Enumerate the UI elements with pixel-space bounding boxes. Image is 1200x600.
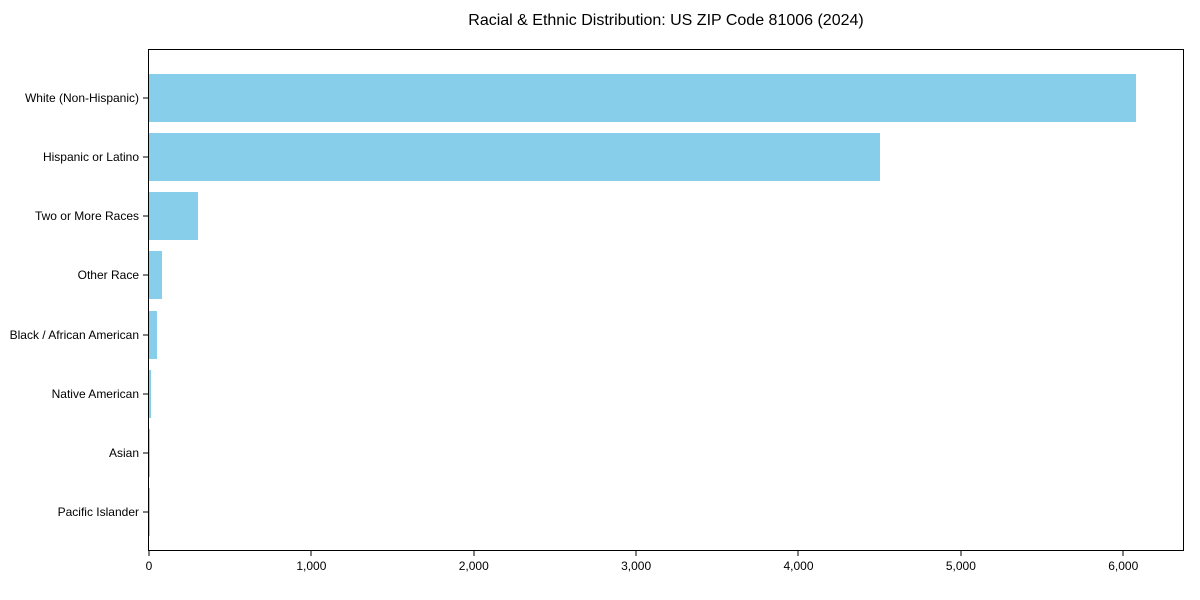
bar — [149, 369, 152, 418]
bar — [149, 73, 1137, 122]
bar — [149, 310, 158, 359]
x-tick-mark — [1122, 550, 1124, 556]
bar — [149, 251, 162, 300]
bar-row: Other Race — [78, 246, 1183, 305]
bar — [149, 132, 880, 181]
x-tick-label: 5,000 — [945, 559, 976, 573]
y-tick-mark — [143, 393, 149, 395]
bar-row: Pacific Islander — [58, 483, 1183, 542]
y-tick-mark — [143, 156, 149, 158]
x-tick-label: 4,000 — [783, 559, 814, 573]
y-axis-category-label: White (Non-Hispanic) — [24, 90, 139, 105]
bar-row: Asian — [109, 424, 1183, 483]
x-tick-label: 1,000 — [296, 559, 327, 573]
x-tick-mark — [148, 550, 150, 556]
bar — [149, 192, 198, 241]
x-tick-mark — [310, 550, 312, 556]
x-tick-mark — [473, 550, 475, 556]
chart-title: Racial & Ethnic Distribution: US ZIP Cod… — [468, 12, 864, 29]
bar-row: Hispanic or Latino — [43, 127, 1183, 186]
y-axis-category-label: Hispanic or Latino — [42, 149, 139, 164]
bar — [149, 429, 151, 478]
bar-row: White (Non-Hispanic) — [25, 68, 1183, 127]
x-tick-mark — [960, 550, 962, 556]
x-tick-label: 6,000 — [1108, 559, 1139, 573]
y-tick-mark — [143, 97, 149, 99]
x-tick-label: 3,000 — [621, 559, 652, 573]
y-tick-mark — [143, 511, 149, 513]
x-tick-label: 0 — [145, 559, 153, 573]
plot-area: White (Non-Hispanic) Hispanic or Latino Tw… — [10, 49, 1184, 573]
x-tick-label: 2,000 — [458, 559, 489, 573]
y-axis-category-label: Asian — [108, 446, 139, 461]
y-axis-category-label: Two or More Races — [34, 209, 139, 224]
y-axis-category-label: Black / African American — [9, 327, 139, 342]
y-axis-category-label: Native American — [51, 386, 139, 401]
y-tick-mark — [143, 452, 149, 454]
y-tick-mark — [143, 274, 149, 276]
bar-row: Two or More Races — [35, 187, 1183, 246]
bar-row: Black / African American — [10, 305, 1183, 364]
bar-row: Native American — [52, 364, 1183, 423]
bar-rows: White (Non-Hispanic) Hispanic or Latino Tw… — [10, 50, 1183, 550]
x-tick-mark — [797, 550, 799, 556]
y-axis-category-label: Pacific Islander — [57, 505, 139, 520]
x-tick-mark — [635, 550, 637, 556]
y-axis-category-label: Other Race — [77, 268, 139, 283]
y-tick-mark — [143, 334, 149, 336]
y-tick-mark — [143, 215, 149, 217]
